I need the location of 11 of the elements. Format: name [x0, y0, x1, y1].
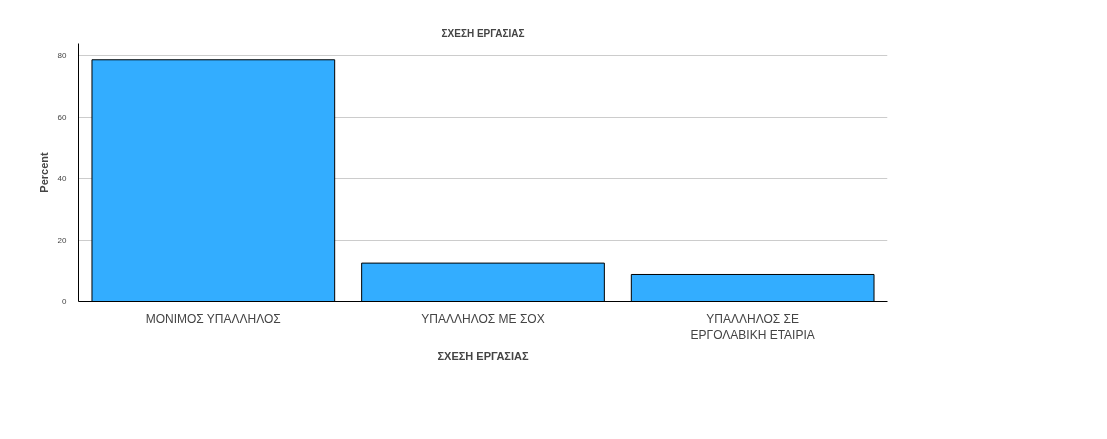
x-axis-title: ΣΧΕΣΗ ΕΡΓΑΣΙΑΣ: [437, 350, 529, 363]
x-tick-label: ΜΟΝΙΜΟΣ ΥΠΑΛΛΗΛΟΣ: [145, 311, 281, 326]
x-tick-label: ΥΠΑΛΛΗΛΟΣ ΣΕ ΕΡΓΟΛΑΒΙΚΗ ΕΤΑΙΡΙΑ: [690, 311, 815, 343]
y-tick-label: 40: [57, 174, 68, 184]
y-tick-label: 20: [57, 235, 68, 245]
y-tick-label: 0: [62, 297, 68, 306]
y-axis-title: Percent: [37, 151, 50, 193]
y-tick-label: 60: [57, 112, 68, 122]
y-tick-label: 80: [57, 51, 68, 61]
x-tick-label: ΥΠΑΛΛΗΛΟΣ ΜΕ ΣΟΧ: [421, 311, 545, 326]
chart-title: ΣΧΕΣΗ ΕΡΓΑΣΙΑΣ: [441, 27, 525, 39]
